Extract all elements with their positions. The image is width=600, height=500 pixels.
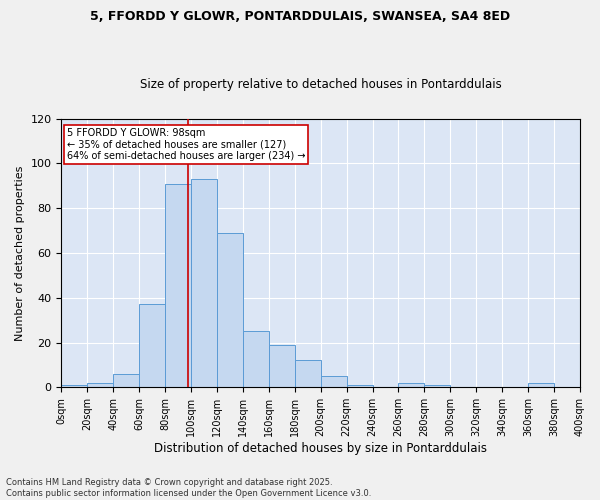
Bar: [61, 385, 88, 388]
Bar: [269, 345, 295, 388]
Bar: [398, 383, 424, 388]
Y-axis label: Number of detached properties: Number of detached properties: [15, 166, 25, 340]
Bar: [321, 376, 347, 388]
Bar: [217, 233, 243, 388]
Bar: [295, 360, 321, 388]
Bar: [191, 179, 217, 388]
Bar: [139, 304, 165, 388]
Bar: [165, 184, 191, 388]
Text: Contains HM Land Registry data © Crown copyright and database right 2025.
Contai: Contains HM Land Registry data © Crown c…: [6, 478, 371, 498]
Bar: [113, 374, 139, 388]
Text: 5, FFORDD Y GLOWR, PONTARDDULAIS, SWANSEA, SA4 8ED: 5, FFORDD Y GLOWR, PONTARDDULAIS, SWANSE…: [90, 10, 510, 23]
Bar: [243, 332, 269, 388]
Bar: [528, 383, 554, 388]
Bar: [424, 385, 451, 388]
Text: 5 FFORDD Y GLOWR: 98sqm
← 35% of detached houses are smaller (127)
64% of semi-d: 5 FFORDD Y GLOWR: 98sqm ← 35% of detache…: [67, 128, 305, 160]
Title: Size of property relative to detached houses in Pontarddulais: Size of property relative to detached ho…: [140, 78, 502, 91]
Bar: [347, 385, 373, 388]
X-axis label: Distribution of detached houses by size in Pontarddulais: Distribution of detached houses by size …: [154, 442, 487, 455]
Bar: [88, 383, 113, 388]
